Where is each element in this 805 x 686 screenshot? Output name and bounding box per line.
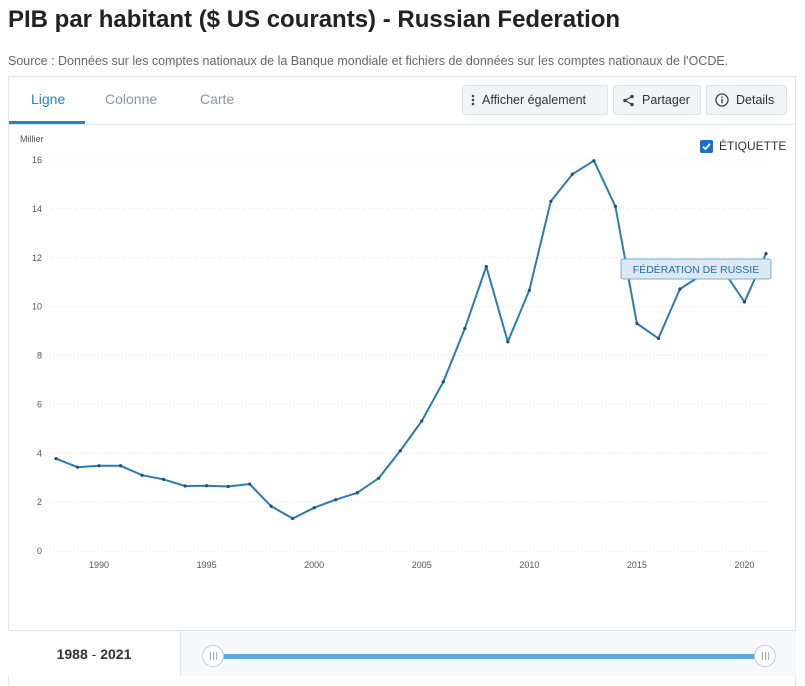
data-point	[75, 465, 80, 469]
x-tick-label: 2020	[734, 560, 754, 570]
y-tick-label: 0	[37, 546, 42, 556]
data-point	[161, 477, 166, 481]
data-point	[334, 498, 338, 502]
chart-panel: Ligne Colonne Carte Afficher également P…	[8, 76, 796, 686]
details-button[interactable]: Details	[706, 85, 787, 115]
range-separator: -	[87, 645, 101, 662]
x-tick-label: 2000	[304, 560, 324, 570]
x-tick-label: 2015	[627, 560, 647, 570]
y-tick-label: 14	[32, 204, 42, 214]
data-point	[570, 172, 574, 176]
source-note: Source : Données sur les comptes nationa…	[8, 54, 729, 68]
data-point	[463, 327, 467, 331]
x-tick-label: 1995	[197, 560, 217, 570]
checkbox-checked-icon[interactable]	[700, 139, 713, 153]
y-tick-label: 2	[37, 497, 42, 507]
data-point	[592, 159, 596, 163]
range-start: 1988	[56, 645, 88, 662]
data-point	[678, 287, 682, 291]
data-point	[398, 449, 402, 453]
data-point	[635, 321, 639, 326]
range-end: 2021	[100, 645, 132, 662]
data-point	[742, 300, 747, 304]
data-point	[226, 484, 230, 489]
data-point	[656, 336, 661, 340]
y-tick-label: 8	[37, 351, 42, 361]
data-point	[97, 464, 101, 468]
line-chart: Millier 0 2 4 6 8 10 12 14 16 1990 1995 2000 2005 20…	[20, 134, 772, 570]
tab-carte[interactable]: Carte	[200, 91, 235, 107]
range-start-handle[interactable]	[202, 645, 224, 667]
data-point	[312, 506, 316, 510]
data-point	[484, 264, 488, 269]
y-tick-label: 10	[32, 302, 42, 312]
data-point	[506, 340, 510, 344]
share-icon	[622, 94, 635, 107]
data-point	[269, 504, 273, 508]
more-vertical-icon	[471, 94, 475, 106]
y-tick-label: 4	[37, 448, 42, 458]
series-label-box	[620, 258, 772, 280]
also-show-label: Afficher également	[482, 93, 586, 107]
data-point	[183, 484, 187, 488]
data-point	[613, 204, 617, 209]
data-point	[549, 199, 553, 203]
y-tick-label: 16	[32, 155, 42, 165]
series-line-russia	[55, 159, 767, 520]
data-point	[764, 251, 768, 256]
y-tick-label: 12	[32, 253, 42, 263]
share-label: Partager	[642, 93, 690, 107]
data-point	[355, 491, 359, 495]
x-tick-label: 2010	[519, 560, 539, 570]
y-tick-label: 6	[37, 399, 42, 409]
data-point	[420, 419, 424, 423]
data-point	[377, 476, 381, 480]
range-footer: 1988 - 2021	[8, 630, 796, 676]
details-label: Details	[736, 93, 775, 107]
data-point	[527, 288, 531, 292]
data-point	[118, 464, 123, 468]
range-end-handle[interactable]	[754, 645, 776, 667]
share-button[interactable]: Partager	[613, 85, 701, 115]
label-toggle[interactable]: ÉTIQUETTE	[700, 139, 786, 153]
data-point	[140, 473, 144, 477]
info-icon	[715, 93, 729, 107]
series-label-text: FÉDÉRATION DE RUSSIE	[633, 263, 759, 276]
data-point	[441, 380, 445, 384]
data-point	[205, 484, 209, 488]
also-show-button[interactable]: Afficher également	[462, 85, 608, 115]
label-toggle-text: ÉTIQUETTE	[719, 139, 787, 153]
data-point	[54, 457, 58, 461]
tab-colonne[interactable]: Colonne	[105, 91, 158, 107]
data-point	[291, 516, 295, 521]
year-range-slider[interactable]	[222, 654, 772, 659]
x-tick-label: 1990	[89, 560, 109, 570]
data-point	[248, 482, 252, 486]
active-tab-indicator	[9, 121, 85, 124]
tab-bar: Ligne Colonne Carte Afficher également P…	[9, 77, 795, 125]
page-title: PIB par habitant ($ US courants) - Russi…	[8, 6, 621, 33]
tab-ligne[interactable]: Ligne	[31, 91, 66, 107]
range-label: 1988 - 2021	[8, 631, 181, 676]
x-tick-label: 2005	[412, 560, 432, 570]
y-axis-label: Millier	[20, 134, 44, 144]
